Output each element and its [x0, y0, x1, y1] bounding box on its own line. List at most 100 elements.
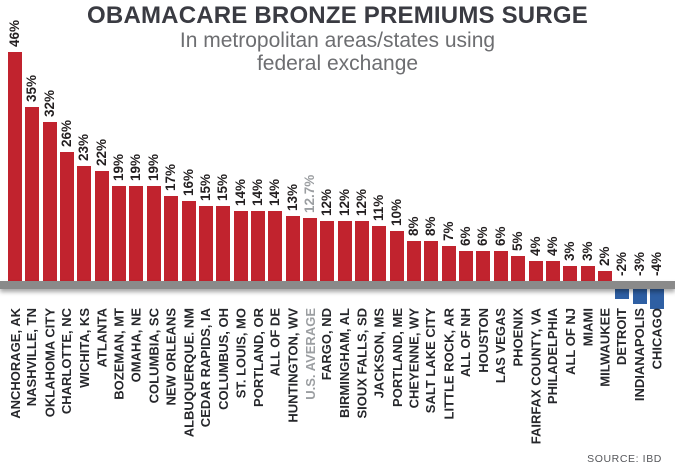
bar	[459, 251, 473, 281]
bar-value-label: 4%	[528, 236, 543, 256]
bar-value-label: 14%	[250, 178, 265, 206]
bar-category-label: ANCHORAGE, AK	[7, 308, 23, 419]
bar	[43, 122, 57, 281]
bar-value-label: 12%	[319, 188, 334, 216]
bar	[216, 206, 230, 281]
bar	[77, 166, 91, 281]
bar-category-label: CEDAR RAPIDS, IA	[198, 308, 214, 428]
bar-value-label: 17%	[163, 163, 178, 191]
bar	[112, 186, 126, 281]
bar-category-label: ALBUQUERQUE. NM	[181, 308, 197, 438]
bar	[129, 186, 143, 281]
bar	[164, 196, 178, 281]
bar-category-label: NASHVILLE, TN	[24, 308, 40, 407]
bar-category-label: CHEYENNE, WY	[406, 308, 422, 409]
bar-value-label: 19%	[146, 153, 161, 181]
bar-category-label: FAIRFAX COUNTY, VA	[528, 308, 544, 445]
bar-value-label: -4%	[649, 251, 664, 276]
bar-value-label: 32%	[42, 89, 57, 117]
bar	[581, 266, 595, 281]
bar-category-label: LITTLE ROCK, AR	[441, 308, 457, 420]
bar-value-label: 4%	[545, 236, 560, 256]
source-label: SOURCE: IBD	[587, 453, 662, 465]
bar-value-label: 16%	[181, 168, 196, 196]
bar-category-label: U.S. AVERAGE	[302, 308, 318, 400]
bar	[182, 201, 196, 281]
bar	[424, 241, 438, 281]
bar	[338, 221, 352, 281]
bar	[563, 266, 577, 281]
bar	[303, 218, 317, 281]
bar	[320, 221, 334, 281]
bar-value-label: 15%	[198, 173, 213, 201]
bar-category-label: JACKSON, MS	[371, 308, 387, 399]
bar-category-label: INDIANAPOLIS	[632, 308, 648, 402]
bar-category-label: CHARLOTTE, NC	[59, 308, 75, 415]
bar-category-label: PHOENIX	[510, 308, 526, 367]
bar-value-label: 46%	[7, 19, 22, 47]
bar-value-label: 2%	[597, 246, 612, 266]
bar-category-label: COLUMBUS, OH	[215, 308, 231, 410]
bar-category-label: ALL OF NJ	[562, 308, 578, 375]
bar-value-label: 12%	[354, 188, 369, 216]
chart-subtitle: In metropolitan areas/states using feder…	[0, 29, 675, 75]
bar-category-label: OKLAHOMA CITY	[42, 308, 58, 418]
bar-category-label: OMAHA, NE	[128, 308, 144, 383]
bar	[390, 231, 404, 281]
bar	[147, 186, 161, 281]
bar-value-label: 5%	[510, 231, 525, 251]
bar-category-label: HOUSTON	[475, 308, 491, 373]
bar-category-label: SIOUX FALLS, SD	[354, 308, 370, 419]
bar-value-label: 12.7%	[302, 174, 317, 213]
bar	[476, 251, 490, 281]
bar	[268, 211, 282, 281]
bar	[95, 171, 109, 281]
bar-value-label: 14%	[267, 178, 282, 206]
bar-category-label: DETROIT	[614, 308, 630, 366]
bar-category-label: PORTLAND, ME	[389, 308, 405, 407]
bar-value-label: 6%	[458, 226, 473, 246]
bar-category-label: BOZEMAN, MT	[111, 308, 127, 400]
bar-category-label: CHICAGO	[649, 308, 665, 370]
bar-value-label: 6%	[475, 226, 490, 246]
bar-value-label: 23%	[76, 133, 91, 161]
bar-value-label: 19%	[128, 153, 143, 181]
bar-value-label: 8%	[406, 216, 421, 236]
bar-value-label: 8%	[423, 216, 438, 236]
bar	[234, 211, 248, 281]
bar	[546, 261, 560, 281]
bar	[494, 251, 508, 281]
chart-header: OBAMACARE BRONZE PREMIUMS SURGE In metro…	[0, 2, 675, 76]
bar-category-label: PORTLAND, OR	[250, 308, 266, 407]
page-title: OBAMACARE BRONZE PREMIUMS SURGE	[87, 2, 588, 29]
bar-value-label: 22%	[94, 138, 109, 166]
bar-category-label: ALL OF DE	[267, 308, 283, 377]
bar-category-label: ALL OF NH	[458, 308, 474, 378]
bar-category-label: NEW ORLEANS	[163, 308, 179, 406]
bar-category-label: WICHITA, KS	[76, 308, 92, 388]
bar-value-label: -3%	[632, 251, 647, 276]
bar	[407, 241, 421, 281]
bar-category-label: SALT LAKE CITY	[423, 308, 439, 414]
bar-value-label: -2%	[614, 251, 629, 276]
bar-category-label: MIAMI	[580, 308, 596, 347]
bar-category-label: LAS VEGAS	[493, 308, 509, 384]
bar	[529, 261, 543, 281]
bar-value-label: 19%	[111, 153, 126, 181]
bar	[251, 211, 265, 281]
bar	[355, 221, 369, 281]
bar-category-label: COLUMBIA, SC	[146, 308, 162, 404]
bar	[650, 289, 664, 309]
subtitle-line-2: federal exchange	[256, 52, 419, 75]
bar-value-label: 13%	[285, 183, 300, 211]
bar	[511, 256, 525, 281]
bar	[25, 107, 39, 281]
bar	[442, 246, 456, 281]
bar-value-label: 3%	[562, 241, 577, 261]
bar-value-label: 14%	[233, 178, 248, 206]
bar-value-label: 10%	[389, 198, 404, 226]
bar-category-label: HUNTINGTON, WV	[285, 308, 301, 423]
bar-value-label: 7%	[441, 221, 456, 241]
bar-value-label: 12%	[337, 188, 352, 216]
bar-category-label: BIRMINGHAM, AL	[337, 308, 353, 419]
